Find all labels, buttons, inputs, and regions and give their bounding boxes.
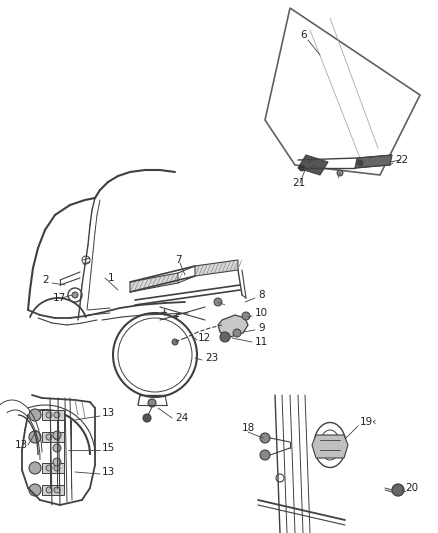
Text: 9: 9 <box>258 323 265 333</box>
Circle shape <box>148 399 156 407</box>
FancyBboxPatch shape <box>42 485 64 495</box>
FancyBboxPatch shape <box>42 410 64 420</box>
Text: 2: 2 <box>42 275 49 285</box>
Circle shape <box>172 339 178 345</box>
Text: 18: 18 <box>242 423 255 433</box>
Circle shape <box>357 160 363 166</box>
Text: 20: 20 <box>405 483 418 493</box>
Polygon shape <box>298 155 328 175</box>
Circle shape <box>54 412 60 418</box>
Text: 24: 24 <box>175 413 188 423</box>
Text: 19‹: 19‹ <box>360 417 378 427</box>
Polygon shape <box>218 315 248 337</box>
Circle shape <box>29 431 41 443</box>
Circle shape <box>53 431 61 439</box>
Circle shape <box>233 329 241 337</box>
Circle shape <box>392 484 404 496</box>
Circle shape <box>46 465 52 471</box>
Circle shape <box>46 434 52 440</box>
Text: 11: 11 <box>255 337 268 347</box>
Circle shape <box>337 170 343 176</box>
Text: 22: 22 <box>395 155 408 165</box>
Circle shape <box>242 312 250 320</box>
Text: 23: 23 <box>205 353 218 363</box>
Text: 15: 15 <box>102 443 115 453</box>
Circle shape <box>29 462 41 474</box>
Text: 13: 13 <box>102 467 115 477</box>
Polygon shape <box>355 155 392 168</box>
Polygon shape <box>312 435 348 458</box>
Text: 6: 6 <box>300 30 307 40</box>
Polygon shape <box>195 260 238 276</box>
Text: 21: 21 <box>292 178 305 188</box>
Text: 10: 10 <box>255 308 268 318</box>
Text: 13: 13 <box>102 408 115 418</box>
Text: 12: 12 <box>198 333 211 343</box>
Polygon shape <box>130 273 178 292</box>
Circle shape <box>260 450 270 460</box>
Circle shape <box>220 332 230 342</box>
Text: 7: 7 <box>175 255 182 265</box>
Circle shape <box>46 487 52 493</box>
Circle shape <box>46 412 52 418</box>
FancyBboxPatch shape <box>42 432 64 442</box>
Circle shape <box>53 458 61 466</box>
Circle shape <box>29 484 41 496</box>
Circle shape <box>214 298 222 306</box>
Circle shape <box>53 444 61 452</box>
Circle shape <box>72 292 78 298</box>
Circle shape <box>299 165 305 171</box>
Circle shape <box>54 465 60 471</box>
Circle shape <box>54 487 60 493</box>
Circle shape <box>143 414 151 422</box>
Text: 1: 1 <box>108 273 115 283</box>
Circle shape <box>29 409 41 421</box>
Circle shape <box>54 434 60 440</box>
Text: 8: 8 <box>258 290 265 300</box>
FancyBboxPatch shape <box>42 463 64 473</box>
Text: 13: 13 <box>15 440 28 450</box>
Text: 17: 17 <box>53 293 66 303</box>
Circle shape <box>260 433 270 443</box>
